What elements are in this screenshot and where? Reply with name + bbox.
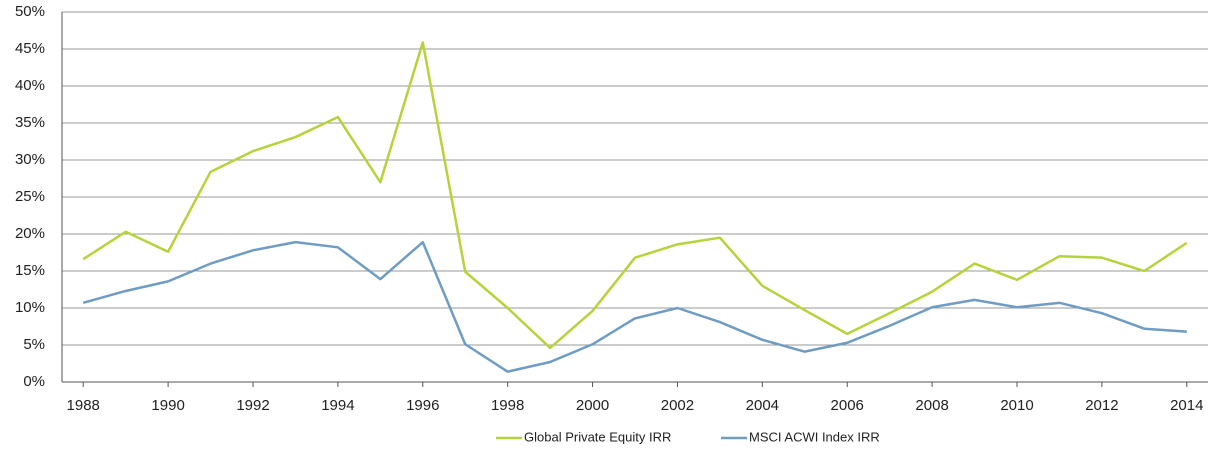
x-tick-label: 1988 [67, 397, 100, 414]
y-tick-label: 10% [15, 299, 45, 316]
x-tick-label: 2006 [831, 397, 864, 414]
y-tick-label: 45% [15, 40, 45, 57]
x-tick-label: 1992 [236, 397, 269, 414]
y-tick-label: 35% [15, 114, 45, 131]
y-tick-label: 50% [15, 3, 45, 20]
x-tick-label: 2010 [1000, 397, 1033, 414]
y-tick-label: 5% [23, 336, 45, 353]
x-tick-label: 2002 [661, 397, 694, 414]
x-tick-label: 1996 [406, 397, 439, 414]
x-tick-label: 1998 [491, 397, 524, 414]
x-tick-label: 2004 [746, 397, 779, 414]
series-line [82, 41, 1188, 350]
y-tick-label: 30% [15, 151, 45, 168]
legend-label: Global Private Equity IRR [524, 429, 671, 444]
x-tick-label: 1994 [321, 397, 354, 414]
y-tick-label: 15% [15, 262, 45, 279]
y-tick-label: 0% [23, 373, 45, 390]
x-tick-label: 2014 [1170, 397, 1203, 414]
y-tick-label: 20% [15, 225, 45, 242]
x-tick-label: 2008 [915, 397, 948, 414]
y-tick-label: 25% [15, 188, 45, 205]
legend-label: MSCI ACWI Index IRR [749, 429, 880, 444]
x-tick-label: 2012 [1085, 397, 1118, 414]
x-tick-label: 2000 [576, 397, 609, 414]
y-tick-label: 40% [15, 77, 45, 94]
x-tick-label: 1990 [151, 397, 184, 414]
series-line [82, 240, 1187, 373]
